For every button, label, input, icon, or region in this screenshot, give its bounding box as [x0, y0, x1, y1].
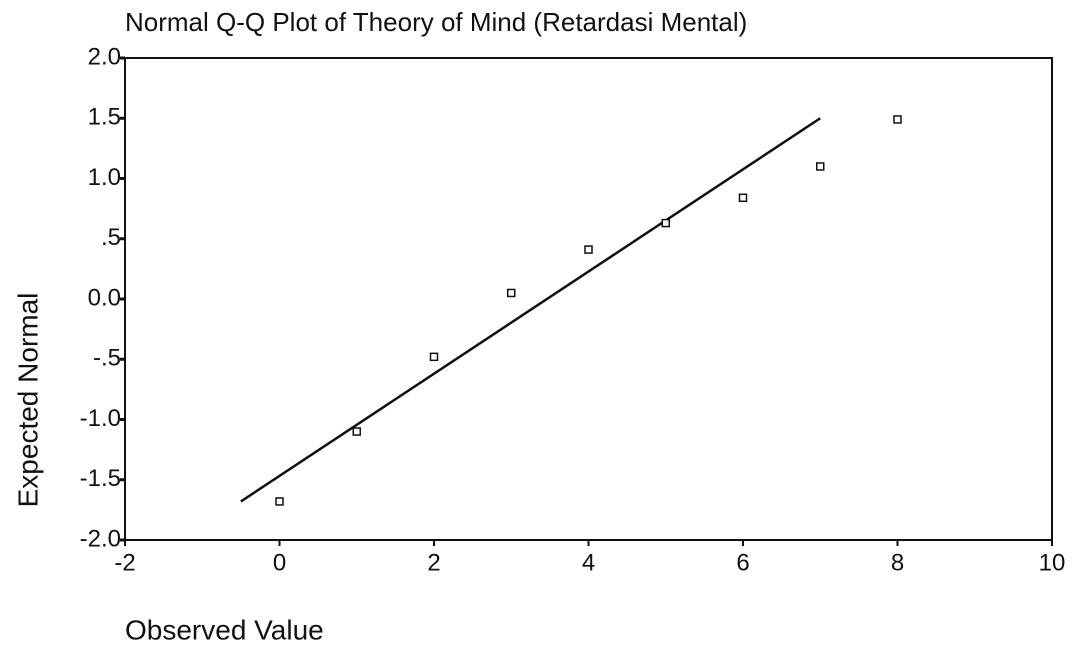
point	[584, 245, 593, 254]
x-tick-label: 6	[736, 549, 749, 576]
x-axis-label: Observed Value	[125, 614, 324, 645]
plot-frame	[124, 57, 1053, 541]
x-tick-label: 2	[427, 549, 440, 576]
point	[429, 352, 439, 362]
point	[352, 427, 361, 436]
y-tick-label: -2.0	[80, 525, 121, 552]
chart-title: Normal Q-Q Plot of Theory of Mind (Retar…	[125, 7, 747, 37]
x-tick-label: 4	[582, 549, 595, 576]
y-tick-label: 2.0	[88, 43, 121, 70]
y-tick-label: 1.5	[88, 104, 121, 131]
x-tick-label: -2	[114, 549, 135, 576]
point	[507, 288, 516, 298]
point	[738, 193, 748, 203]
y-tick-label: -.5	[93, 345, 121, 372]
reference-line	[240, 117, 821, 503]
y-tick-label: -1.5	[80, 465, 121, 492]
x-tick-label: 8	[891, 549, 904, 576]
point	[816, 162, 825, 171]
point	[275, 497, 284, 506]
y-tick-label: -1.0	[80, 405, 121, 432]
y-tick-label: 1.0	[88, 164, 121, 191]
y-tick-label: 0.0	[88, 284, 121, 311]
y-axis-label: Expected Normal	[12, 293, 43, 508]
y-tick-label: .5	[101, 224, 121, 251]
x-tick-label: 0	[273, 549, 286, 576]
point	[661, 218, 670, 228]
x-tick-label: 10	[1039, 549, 1066, 576]
point	[893, 115, 902, 124]
